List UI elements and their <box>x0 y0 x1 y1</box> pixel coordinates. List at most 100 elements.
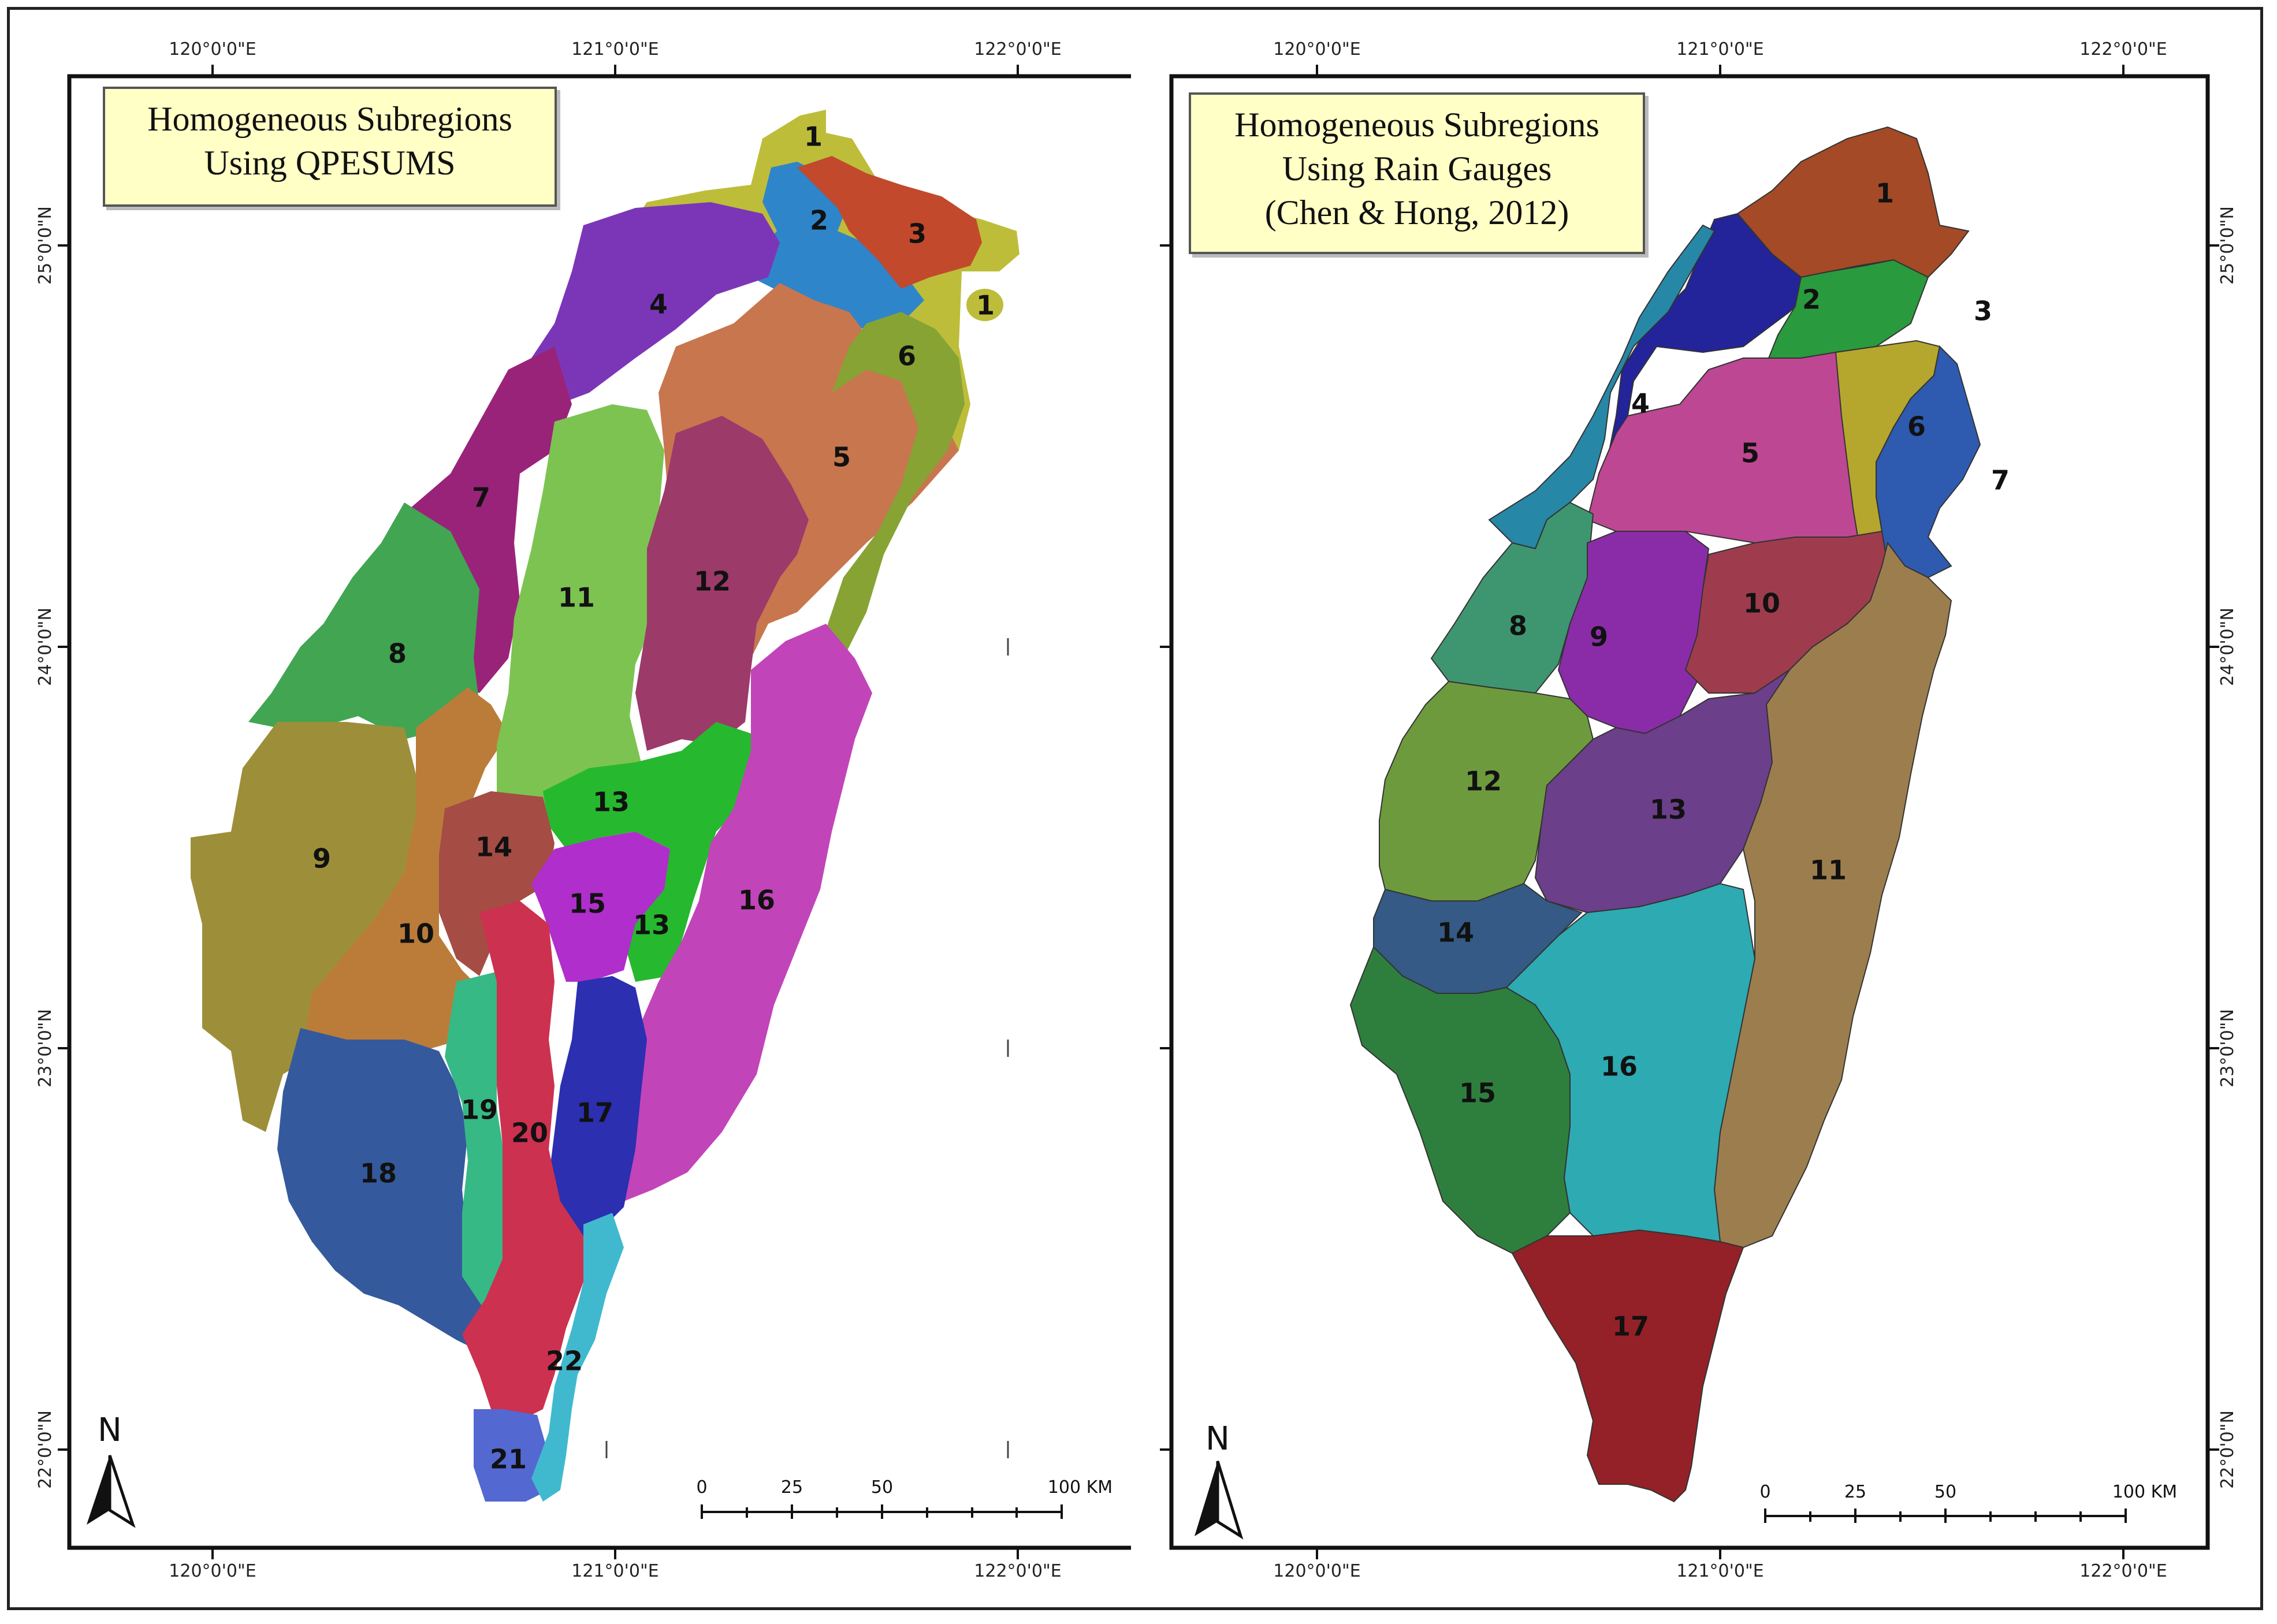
top-axis-label-1: 121°0'0"E <box>571 39 658 59</box>
scale-tick-50: 50 <box>1934 1482 1956 1502</box>
bottom-axis-label-0: 120°0'0"E <box>169 1561 256 1581</box>
rain-gauge-region-labels: 1 2 3 4 5 6 7 8 9 10 11 12 13 14 15 16 1… <box>1437 178 2010 1342</box>
region-8 <box>248 502 479 739</box>
region-label-5: 5 <box>1741 438 1759 469</box>
scale-tick-100km: 100 KM <box>2112 1482 2177 1502</box>
region-20 <box>462 901 583 1421</box>
left-axis-label-0: 25°0'0"N <box>35 206 55 285</box>
bottom-axis-label-2: 122°0'0"E <box>974 1561 1061 1581</box>
region-label-15: 15 <box>1459 1078 1496 1109</box>
region-label-19: 19 <box>461 1094 498 1126</box>
region-label-9: 9 <box>312 843 331 874</box>
scale-bar: 0 25 50 100 KM <box>1759 1482 2177 1523</box>
region-label-3: 3 <box>1974 296 1992 327</box>
map-title-line-3: (Chen & Hong, 2012) <box>1264 193 1569 232</box>
region-label-7: 7 <box>1991 465 2010 496</box>
region-label-13: 13 <box>593 787 630 818</box>
region-label-2: 2 <box>1802 284 1821 315</box>
region-label-4: 4 <box>1631 388 1650 419</box>
region-label-16: 16 <box>1601 1051 1638 1082</box>
region-21 <box>474 1409 549 1502</box>
region-label-20: 20 <box>511 1118 548 1149</box>
rain-gauge-map-panel: 120°0'0"E 121°0'0"E 122°0'0"E 120°0'0"E … <box>1131 0 2262 1624</box>
region-12 <box>635 416 809 751</box>
region-label-2: 2 <box>810 205 828 236</box>
left-axis-label-2: 23°0'0"N <box>35 1009 55 1087</box>
bottom-axis-label-0: 120°0'0"E <box>1273 1561 1360 1581</box>
region-11 <box>497 404 664 814</box>
region-label-13: 13 <box>1650 794 1687 825</box>
right-axis-label-3: 22°0'0"N <box>2218 1410 2238 1489</box>
rain-gauge-region-group <box>1349 126 1981 1503</box>
region-14 <box>439 791 555 976</box>
region-13 <box>1534 669 1790 914</box>
region-label-14: 14 <box>1437 917 1474 948</box>
right-axis-label-1: 24°0'0"N <box>2218 608 2238 686</box>
bottom-axis-label-1: 121°0'0"E <box>1676 1561 1763 1581</box>
region-label-18: 18 <box>360 1158 397 1189</box>
region-16 <box>624 624 872 1201</box>
region-label-6: 6 <box>1907 411 1926 442</box>
region-label-16: 16 <box>738 885 775 916</box>
left-axis-label-3: 22°0'0"N <box>35 1410 55 1489</box>
top-axis-label-2: 122°0'0"E <box>2079 39 2167 59</box>
scale-tick-25: 25 <box>1844 1482 1866 1502</box>
figure-frame <box>7 7 2263 1610</box>
region-label-10: 10 <box>397 918 434 949</box>
region-label-11: 11 <box>558 582 595 613</box>
region-19 <box>445 970 508 1311</box>
region-12 <box>1379 680 1594 902</box>
north-arrow-label: N <box>98 1411 122 1449</box>
qpesums-map-panel: 120°0'0"E 121°0'0"E 122°0'0"E 120°0'0"E … <box>0 0 1131 1624</box>
region-label-1: 1 <box>1876 178 1894 209</box>
region-17 <box>549 976 647 1236</box>
region-22 <box>531 1213 624 1502</box>
map-title-line-2: Using QPESUMS <box>204 144 456 182</box>
region-label-6: 6 <box>898 341 916 372</box>
region-label-11: 11 <box>1810 855 1847 886</box>
scale-tick-0: 0 <box>696 1477 707 1498</box>
qpesums-map: 120°0'0"E 121°0'0"E 122°0'0"E 120°0'0"E … <box>35 39 1131 1581</box>
region-13 <box>543 722 751 982</box>
map-neatline <box>1169 74 2210 1550</box>
region-label-8: 8 <box>388 638 407 669</box>
region-10 <box>306 687 508 1051</box>
region-label-4: 4 <box>649 289 668 320</box>
region-label-1-islet: 1 <box>976 290 995 321</box>
region-label-14: 14 <box>475 832 512 863</box>
north-arrow-label: N <box>1206 1420 1230 1458</box>
region-label-7: 7 <box>472 482 490 513</box>
region-label-13-south: 13 <box>633 910 670 941</box>
region-label-9: 9 <box>1590 621 1608 653</box>
scale-tick-0: 0 <box>1759 1482 1770 1502</box>
region-1-islet <box>966 289 1003 321</box>
region-label-12: 12 <box>694 566 731 597</box>
region-7 <box>404 347 572 693</box>
north-arrow-icon: N <box>1195 1420 1244 1540</box>
scale-tick-50: 50 <box>871 1477 893 1498</box>
region-label-10: 10 <box>1743 588 1780 619</box>
region-label-21: 21 <box>490 1444 527 1475</box>
region-16 <box>1505 882 1756 1243</box>
region-label-22: 22 <box>546 1346 583 1377</box>
top-axis-label-0: 120°0'0"E <box>1273 39 1360 59</box>
qpesums-region-labels: 1 1 2 3 4 5 6 7 8 9 10 11 12 13 13 14 15… <box>312 121 995 1475</box>
top-axis-label-1: 121°0'0"E <box>1676 39 1763 59</box>
map-title-line-1: Homogeneous Subregions <box>147 100 512 138</box>
north-arrow-icon: N <box>87 1411 136 1528</box>
top-axis-label-2: 122°0'0"E <box>974 39 1061 59</box>
region-15 <box>531 832 670 982</box>
left-axis-label-1: 24°0'0"N <box>35 608 55 686</box>
region-label-5: 5 <box>832 442 851 473</box>
region-label-17: 17 <box>1612 1311 1649 1342</box>
region-label-1: 1 <box>804 121 823 152</box>
region-8 <box>1430 501 1594 694</box>
region-label-8: 8 <box>1509 610 1527 642</box>
right-axis-label-2: 23°0'0"N <box>2218 1009 2238 1087</box>
right-axis-label-0: 25°0'0"N <box>2218 206 2238 285</box>
region-label-17: 17 <box>576 1097 613 1128</box>
map-title-line-2: Using Rain Gauges <box>1282 150 1552 188</box>
qpesums-region-group <box>191 110 1020 1502</box>
region-4 <box>520 202 780 410</box>
map-title-box: Homogeneous Subregions Using QPESUMS <box>103 87 557 207</box>
